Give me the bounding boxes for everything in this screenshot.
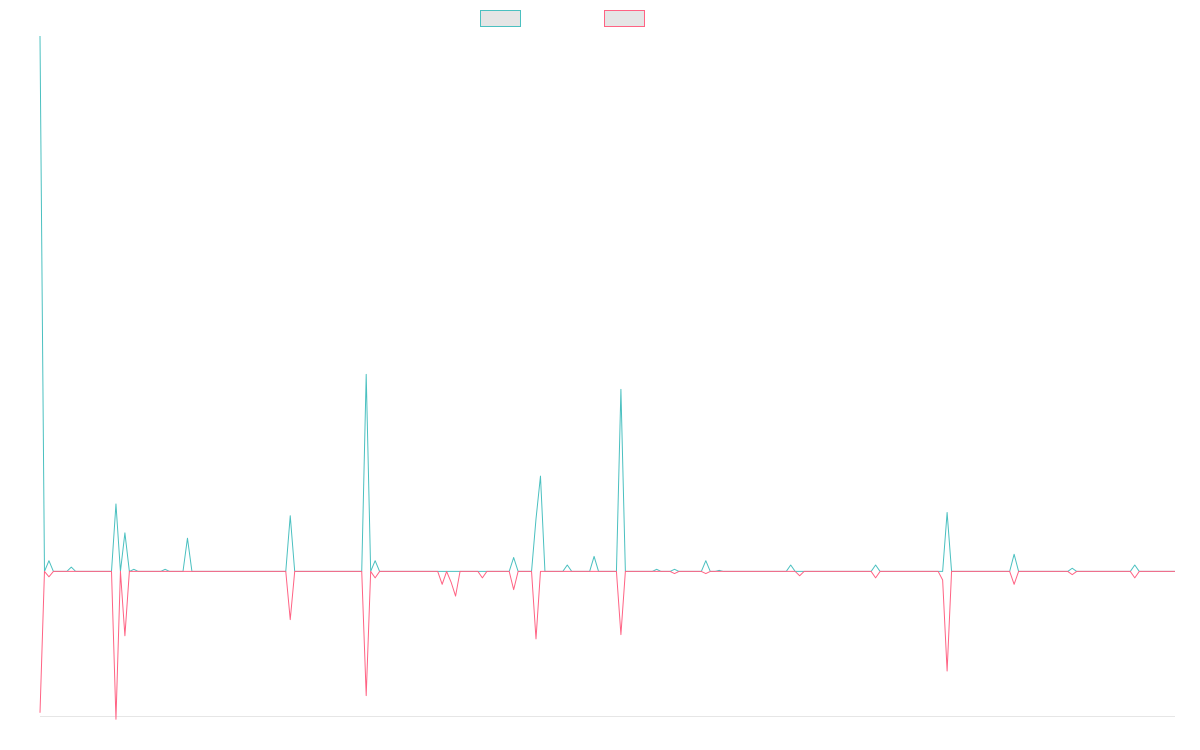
series-line-1 bbox=[39, 35, 1175, 572]
legend bbox=[480, 10, 645, 27]
legend-swatch-2[interactable] bbox=[604, 10, 645, 27]
plot-area bbox=[39, 35, 1175, 720]
legend-item-1[interactable] bbox=[480, 10, 521, 27]
legend-item-2[interactable] bbox=[604, 10, 645, 27]
legend-swatch-1[interactable] bbox=[480, 10, 521, 27]
series-line-2 bbox=[39, 570, 1175, 720]
series-layer bbox=[39, 35, 1175, 720]
